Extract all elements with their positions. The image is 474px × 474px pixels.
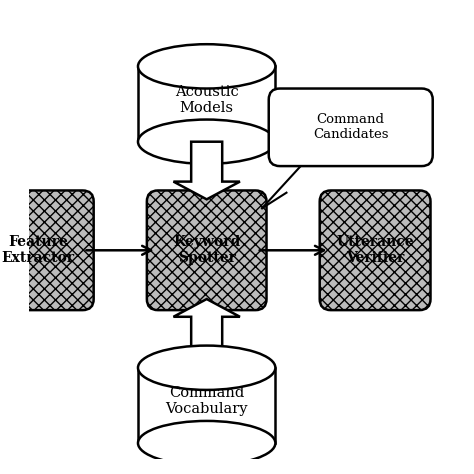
- Polygon shape: [173, 299, 240, 368]
- Polygon shape: [138, 368, 275, 443]
- Polygon shape: [173, 142, 240, 200]
- Text: Acoustic
Models: Acoustic Models: [175, 84, 238, 115]
- FancyBboxPatch shape: [319, 191, 430, 310]
- Text: Command
Candidates: Command Candidates: [313, 113, 389, 141]
- Ellipse shape: [138, 119, 275, 164]
- FancyBboxPatch shape: [269, 89, 433, 166]
- Text: Utterance
Verifier: Utterance Verifier: [336, 235, 414, 265]
- Ellipse shape: [138, 421, 275, 465]
- Ellipse shape: [138, 346, 275, 390]
- Text: Feature
Extractor: Feature Extractor: [2, 235, 75, 265]
- FancyBboxPatch shape: [0, 191, 94, 310]
- Polygon shape: [138, 66, 275, 142]
- Text: Keyword
Spotter: Keyword Spotter: [173, 235, 240, 265]
- FancyBboxPatch shape: [147, 191, 266, 310]
- Text: Command
Vocabulary: Command Vocabulary: [165, 386, 248, 416]
- Ellipse shape: [138, 44, 275, 89]
